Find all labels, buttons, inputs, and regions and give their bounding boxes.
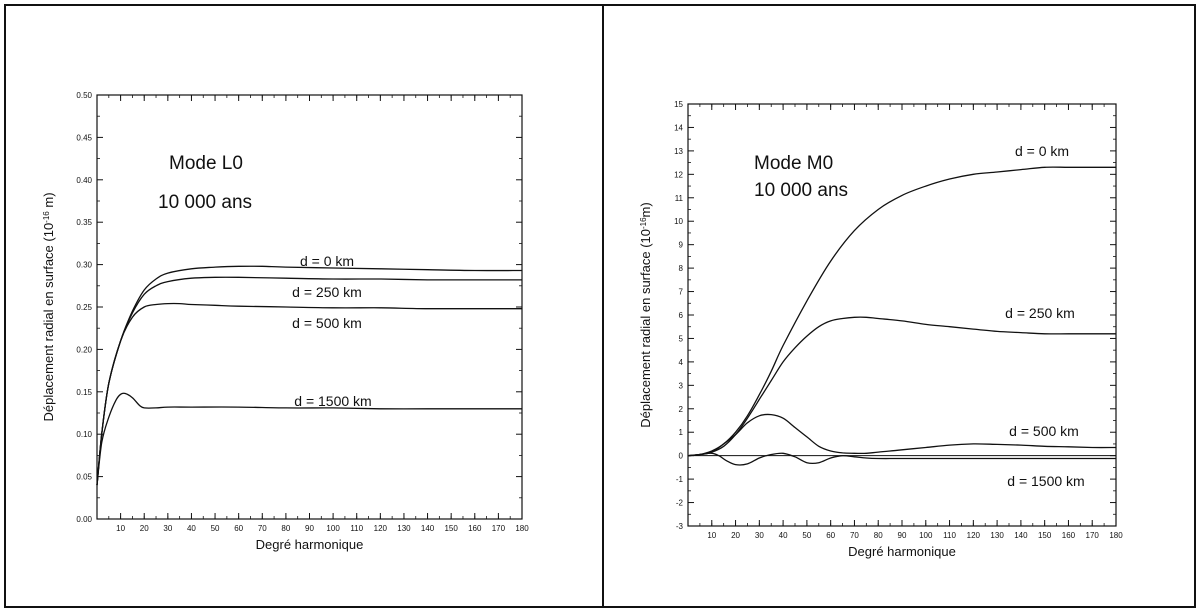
y-tick-label: 9 [679,241,684,250]
y-tick-label: 0 [679,452,684,461]
y-tick-label: 10 [674,217,683,226]
series-line-0 [687,166,1116,457]
y-tick-label: 7 [679,288,684,297]
x-tick-label: 140 [421,524,435,533]
series-label-2: d = 500 km [1009,423,1079,439]
x-tick-label: 10 [116,524,125,533]
x-tick-label: 130 [397,524,411,533]
x-tick-label: 180 [1109,531,1123,540]
y-tick-label: 0.20 [76,345,92,354]
series-label-2: d = 500 km [292,315,362,331]
x-tick-label: 160 [468,524,482,533]
y-tick-label: 0.00 [76,515,92,524]
chart-m0: 10 20 30 40 50 60 70 80 90 100 110 120 130 140 150 160 1… [638,100,1123,559]
x-axis-label: Degré harmonique [256,537,364,552]
x-tick-label: 100 [919,531,933,540]
series-label-1: d = 250 km [292,284,362,300]
series-label-3: d = 1500 km [294,393,371,409]
x-tick-label: 180 [515,524,529,533]
y-tick-label: 11 [675,194,684,203]
x-tick-label: 90 [305,524,314,533]
y-tick-label: 4 [679,358,684,367]
y-tick-label: 0.10 [76,430,92,439]
x-tick-label: 20 [731,531,740,540]
y-tick-label: 13 [674,147,683,156]
x-tick-label: 140 [1014,531,1028,540]
duration-annotation: 10 000 ans [754,180,848,201]
y-tick-label: 8 [679,264,684,273]
x-tick-label: 90 [898,531,907,540]
y-tick-label: 2 [679,405,684,414]
x-tick-label: 150 [444,524,458,533]
mode-annotation: Mode L0 [169,153,243,174]
y-tick-label: 0.30 [76,261,92,270]
x-tick-label: 10 [707,531,716,540]
x-tick-label: 120 [374,524,388,533]
y-tick-label: 5 [679,334,684,343]
y-tick-label: 0.50 [76,91,92,100]
x-tick-label: 80 [281,524,290,533]
x-tick-label: 60 [826,531,835,540]
y-tick-label: 0.40 [76,176,92,185]
y-tick-label: 14 [674,123,683,132]
y-tick-label: 0.35 [76,218,92,227]
x-tick-label: 100 [326,524,340,533]
x-axis-label: Degré harmonique [848,544,956,559]
y-axis-label: Déplacement radial en surface (10-16 m) [41,192,56,421]
y-tick-label: 15 [674,100,683,109]
series-label-0: d = 0 km [300,253,354,269]
x-tick-label: 110 [350,524,363,533]
y-axis-label-exponent: -16 [42,211,51,223]
x-tick-label: 70 [850,531,859,540]
y-axis-label-exponent: -16 [639,217,648,229]
y-tick-label: -1 [676,475,684,484]
x-tick-label: 50 [211,524,220,533]
series-line-2 [687,413,1117,457]
y-tick-label: 0.45 [76,133,92,142]
x-tick-label: 20 [140,524,149,533]
series-line-2 [96,302,522,486]
y-tick-label: -2 [676,499,684,508]
series-line-3 [687,452,1116,466]
x-tick-label: 40 [187,524,196,533]
mode-annotation: Mode M0 [754,153,833,174]
x-tick-label: 80 [874,531,883,540]
x-tick-label: 70 [258,524,267,533]
y-tick-label: 3 [679,381,684,390]
x-tick-label: 60 [234,524,243,533]
series-line-3 [96,392,522,486]
x-tick-label: 170 [492,524,506,533]
x-tick-label: 110 [943,531,956,540]
x-tick-label: 50 [802,531,811,540]
right-chart-panel: 10 20 30 40 50 60 70 80 90 100 110 120 130 140 150 160 1… [602,4,1196,608]
y-axis-label-unit: m) [638,202,653,217]
y-axis-label-main: Déplacement radial en surface (10 [41,223,56,422]
y-tick-label: 0.15 [76,388,92,397]
y-tick-label: 0.05 [76,473,92,482]
y-axis-label-unit: m) [41,192,56,211]
y-tick-label: 12 [674,170,683,179]
y-axis-label-main: Déplacement radial en surface (10 [638,229,653,428]
series-label-0: d = 0 km [1015,143,1069,159]
chart-l0: 10 20 30 40 50 60 70 80 90 100 110 120 130 140 150 160 1… [41,91,529,552]
y-tick-label: -3 [676,522,684,531]
x-tick-label: 130 [990,531,1004,540]
series-label-3: d = 1500 km [1007,473,1084,489]
x-tick-label: 40 [779,531,788,540]
series-line-1 [687,316,1116,457]
x-tick-label: 160 [1062,531,1076,540]
duration-annotation: 10 000 ans [158,192,252,213]
y-tick-label: 0.25 [76,303,92,312]
x-tick-label: 150 [1038,531,1052,540]
x-tick-label: 120 [967,531,981,540]
x-tick-label: 30 [755,531,764,540]
x-tick-label: 170 [1086,531,1100,540]
y-tick-label: 6 [679,311,684,320]
x-tick-label: 30 [163,524,172,533]
left-chart-panel: 10 20 30 40 50 60 70 80 90 100 110 120 130 140 150 160 1… [4,4,604,608]
y-axis-label: Déplacement radial en surface (10-16m) [638,202,653,427]
y-tick-label: 1 [679,428,684,437]
series-label-1: d = 250 km [1005,305,1075,321]
